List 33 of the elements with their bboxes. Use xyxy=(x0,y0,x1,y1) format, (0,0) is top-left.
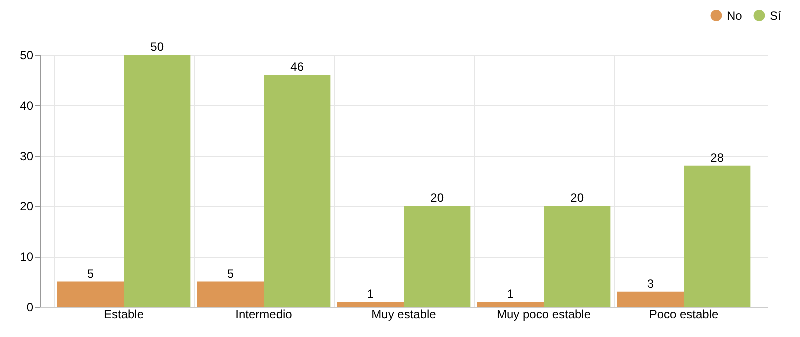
bar xyxy=(337,302,404,307)
data-label: 20 xyxy=(570,191,584,206)
x-tick-label: Estable xyxy=(104,308,144,322)
data-label: 1 xyxy=(367,286,374,301)
x-tick-label: Poco estable xyxy=(649,308,720,322)
data-label: 1 xyxy=(507,286,514,301)
bar xyxy=(57,282,124,307)
y-tick-label: 20 xyxy=(20,200,34,214)
bar xyxy=(264,75,331,307)
legend-label: Sí xyxy=(770,8,782,23)
data-label: 3 xyxy=(647,276,654,291)
data-label: 50 xyxy=(150,40,164,54)
y-tick-label: 50 xyxy=(20,48,34,62)
data-label: 28 xyxy=(710,150,724,165)
x-tick-label: Muy estable xyxy=(372,308,437,322)
x-tick-label: Muy poco estable xyxy=(496,308,592,322)
bar xyxy=(124,55,191,307)
y-tick-label: 0 xyxy=(26,300,34,314)
bar xyxy=(197,282,264,307)
bar xyxy=(404,206,471,307)
x-tick-label: Intermedio xyxy=(236,308,293,322)
data-label: 20 xyxy=(430,191,444,206)
data-label: 46 xyxy=(290,60,304,74)
bar xyxy=(544,206,611,307)
data-label: 5 xyxy=(87,266,94,281)
bar xyxy=(477,302,544,307)
y-tick-label: 40 xyxy=(20,98,34,113)
legend-label: No xyxy=(727,8,743,23)
data-label: 5 xyxy=(227,266,234,281)
bar xyxy=(684,166,751,307)
bar xyxy=(617,292,684,307)
y-tick-label: 10 xyxy=(20,250,34,264)
y-tick-label: 30 xyxy=(20,149,34,164)
